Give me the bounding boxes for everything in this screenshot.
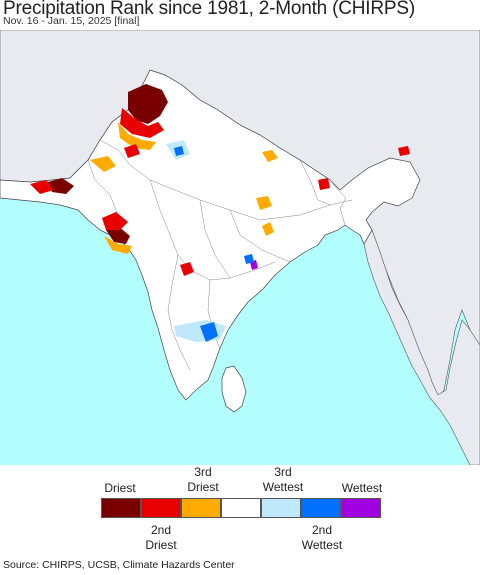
legend-label-3rd-driest: 3rd Driest xyxy=(187,465,219,494)
second-driest-patch-gujarat xyxy=(102,212,128,230)
legend-label-wettest: Wettest xyxy=(341,481,383,495)
second-driest-patch-bengal xyxy=(318,178,330,190)
second-driest-patch-kashmir xyxy=(120,108,164,138)
second-driest-patch-punjab xyxy=(124,144,140,158)
south-asia-land xyxy=(0,69,421,401)
second-wettest-patch-rajasthan xyxy=(174,146,184,156)
date-range-subtitle: Nov. 16 - Jan. 15, 2025 [final] xyxy=(3,15,140,27)
legend-swatch-normal xyxy=(221,498,261,518)
third-driest-patch-central xyxy=(256,196,272,210)
precipitation-rank-map xyxy=(0,30,480,465)
second-driest-patch-sindh xyxy=(30,180,54,194)
third-driest-patch-kashmir xyxy=(118,122,156,150)
legend-swatch-wettest xyxy=(341,498,381,518)
legend-label-driest: Driest xyxy=(104,481,136,495)
third-driest-patch-gujarat xyxy=(104,236,132,254)
driest-patch-sindh xyxy=(48,178,74,194)
second-driest-patch-west-coast xyxy=(180,262,194,276)
third-driest-patch-pakistan xyxy=(90,156,116,172)
second-wettest-patch-south xyxy=(200,322,218,342)
southeast-asia-land xyxy=(363,229,480,465)
legend-label-2nd-driest: 2nd Driest xyxy=(145,523,177,552)
legend-swatch-driest xyxy=(101,498,141,518)
legend-swatch-2nd-wettest xyxy=(301,498,341,518)
second-wettest-patch-east xyxy=(244,254,254,264)
source-credit: Source: CHIRPS, UCSB, Climate Hazards Ce… xyxy=(3,559,235,571)
third-driest-patch-nepal xyxy=(262,150,278,162)
legend-swatch-2nd-driest xyxy=(141,498,181,518)
legend-swatch-3rd-driest xyxy=(181,498,221,518)
sri-lanka xyxy=(221,365,247,413)
legend: Driest 3rd Driest 3rd Wettest Wettest 2nd D… xyxy=(0,465,480,557)
third-driest-patch-east xyxy=(262,222,274,236)
second-driest-patch-northeast xyxy=(398,146,410,156)
legend-swatch-3rd-wettest xyxy=(261,498,301,518)
rank-patches xyxy=(30,84,410,342)
driest-patch-gujarat xyxy=(106,226,130,244)
legend-label-3rd-wettest: 3rd Wettest xyxy=(262,465,304,494)
legend-label-2nd-wettest: 2nd Wettest xyxy=(301,523,343,552)
page-title: Precipitation Rank since 1981, 2-Month (… xyxy=(3,0,415,19)
driest-patch-kashmir xyxy=(128,84,168,124)
